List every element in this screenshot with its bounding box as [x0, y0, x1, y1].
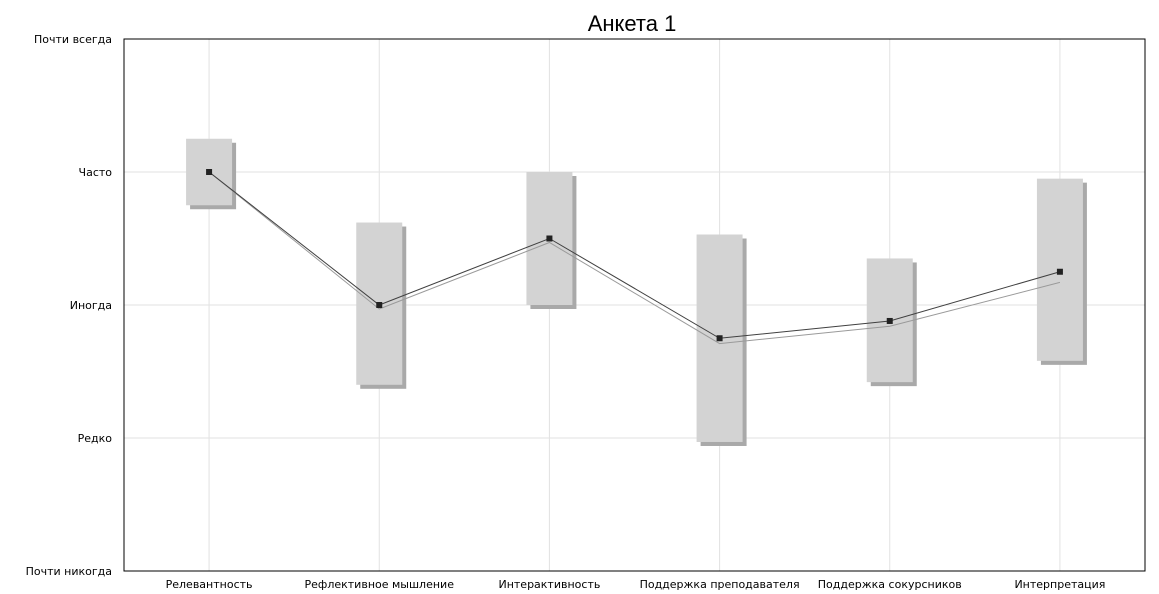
x-tick-label: Интерпретация	[1014, 578, 1105, 591]
y-tick-label: Почти всегда	[34, 33, 112, 46]
x-tick-label: Поддержка сокурсников	[818, 578, 962, 591]
mean-marker	[1056, 268, 1063, 275]
plot-frame	[123, 38, 1146, 572]
y-tick-label: Иногда	[70, 299, 112, 312]
y-tick-label: Почти никогда	[26, 565, 112, 578]
y-tick-labels: Почти никогда Редко Иногда Часто Почти всегд…	[26, 33, 113, 578]
x-tick-label: Релевантность	[166, 578, 253, 591]
mean-marker	[376, 302, 383, 308]
mean-marker	[886, 317, 893, 324]
mean-marker	[206, 169, 213, 175]
series-line-mean	[208, 171, 1061, 339]
grid	[124, 38, 1145, 572]
x-tick-label: Поддержка преподавателя	[640, 578, 800, 591]
mean-markers	[206, 169, 1063, 342]
x-tick-label: Рефлективное мышление	[305, 578, 455, 591]
x-tick-labels: Релевантность Рефлективное мышление Интера…	[166, 578, 1106, 591]
series-lines	[208, 171, 1061, 345]
series-line-secondary	[208, 171, 1061, 345]
chart-title: Анкета 1	[588, 11, 677, 36]
boxes	[186, 138, 1087, 446]
x-tick-label: Интерактивность	[498, 578, 600, 591]
mean-marker	[546, 235, 553, 242]
y-tick-label: Часто	[79, 166, 113, 179]
mean-marker	[716, 335, 723, 342]
y-tick-label: Редко	[78, 432, 113, 445]
